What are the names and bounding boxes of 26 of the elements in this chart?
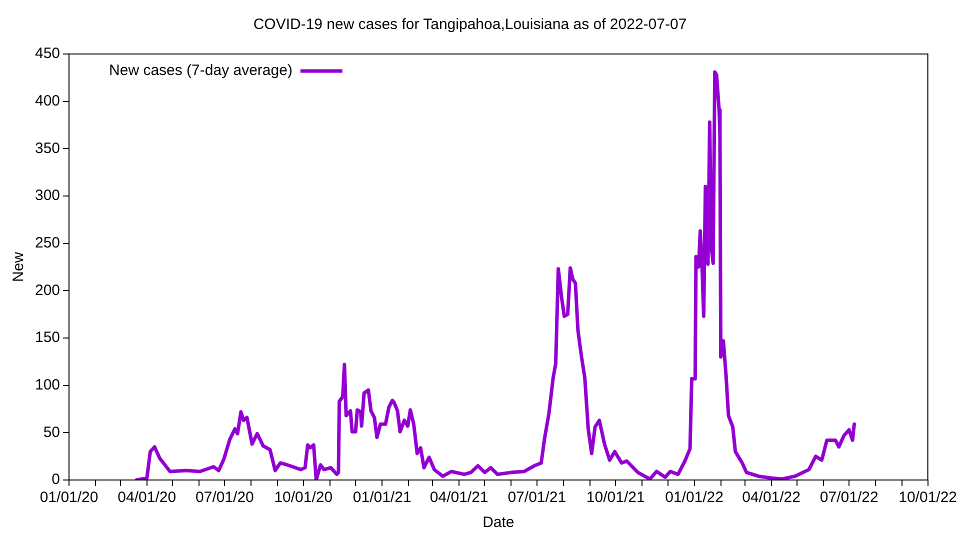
legend-label: New cases (7-day average)	[109, 62, 292, 80]
y-tick-label: 300	[34, 187, 60, 204]
chart-title: COVID-19 new cases for Tangipahoa,Louisiana as of 2022-07-07	[253, 16, 687, 34]
y-tick-label: 150	[34, 329, 60, 346]
x-tick-label: 01/01/20	[40, 489, 98, 506]
x-tick-label: 07/01/20	[196, 489, 254, 506]
x-tick-label: 04/01/21	[430, 489, 488, 506]
y-tick-label: 400	[34, 92, 60, 110]
y-tick-label: 100	[34, 376, 60, 394]
y-tick-label: 50	[43, 424, 60, 441]
y-tick-label: 200	[34, 282, 60, 299]
x-tick-label: 10/01/20	[274, 489, 333, 506]
x-tick-label: 04/01/22	[742, 489, 800, 506]
x-tick-label: 04/01/20	[118, 489, 176, 506]
y-tick-label: 0	[52, 471, 60, 488]
y-tick-label: 450	[34, 45, 60, 62]
x-tick-label: 10/01/22	[898, 489, 957, 506]
y-axis-title: New	[10, 252, 28, 282]
x-axis-title: Date	[482, 514, 514, 532]
x-tick-label: 01/01/21	[352, 489, 412, 506]
x-tick-label: 01/01/22	[665, 489, 724, 506]
y-tick-label: 250	[34, 234, 60, 252]
x-tick-label: 07/01/21	[508, 489, 566, 506]
x-tick-label: 10/01/21	[586, 489, 645, 506]
y-tick-label: 350	[34, 140, 60, 157]
x-tick-label: 07/01/22	[820, 489, 878, 506]
